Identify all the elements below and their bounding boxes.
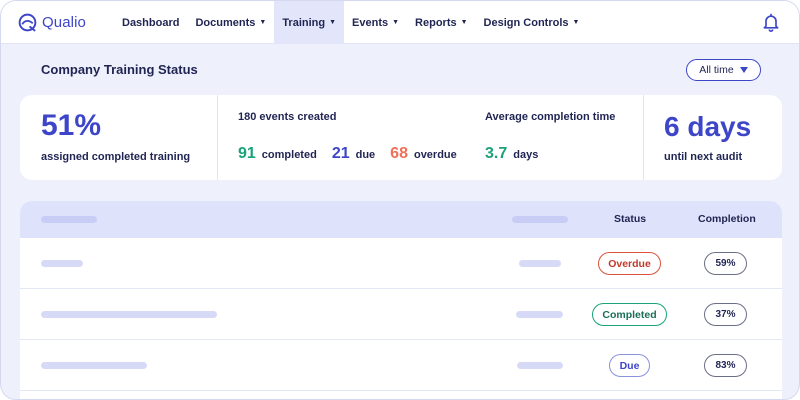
nav-item-reports[interactable]: Reports ▼ xyxy=(407,1,476,44)
nav-item-label: Dashboard xyxy=(122,16,180,29)
nav-item-training[interactable]: Training ▼ xyxy=(274,1,345,44)
status-badge-label: Completed xyxy=(602,308,657,321)
due-label: due xyxy=(355,149,376,161)
average-completion-value-row: 3.7 days xyxy=(485,145,553,163)
caret-down-icon: ▼ xyxy=(460,19,468,26)
average-completion-value: 3.7 xyxy=(485,145,508,162)
stats-divider xyxy=(217,95,218,180)
header-placeholder xyxy=(41,216,97,223)
caret-down-icon: ▼ xyxy=(392,19,400,26)
nav-item-label: Design Controls xyxy=(483,16,569,29)
completion-value: 59% xyxy=(715,258,736,269)
completion-value: 83% xyxy=(715,360,736,371)
completed-count: 91 xyxy=(238,145,256,162)
time-range-dropdown[interactable]: All time xyxy=(686,59,761,81)
cell-placeholder xyxy=(41,311,217,318)
completed-label: completed xyxy=(261,149,317,161)
completion-column-header[interactable]: Completion xyxy=(698,213,756,225)
cell-placeholder xyxy=(516,311,563,318)
cell-placeholder xyxy=(519,260,561,267)
bell-icon[interactable] xyxy=(761,12,781,32)
table-row[interactable]: Due 83% xyxy=(20,340,782,391)
status-badge: Completed xyxy=(592,303,667,326)
cell-placeholder xyxy=(41,260,83,267)
table-header: Status Completion xyxy=(20,201,782,238)
due-count: 21 xyxy=(331,145,350,162)
completed-percentage: 51% xyxy=(41,109,102,142)
nav-item-label: Documents xyxy=(195,16,256,29)
nav-item-label: Training xyxy=(282,16,326,29)
overdue-label: overdue xyxy=(413,149,457,161)
table-row[interactable]: Overdue 59% xyxy=(20,238,782,289)
main-menu: Dashboard Documents ▼ Training ▼ Events … xyxy=(114,1,587,44)
nav-item-label: Reports xyxy=(415,16,457,29)
stats-divider xyxy=(643,95,644,180)
cell-placeholder xyxy=(517,362,563,369)
brand-name: Qualio xyxy=(42,14,86,31)
table-row[interactable]: Completed 37% xyxy=(20,289,782,340)
completion-value: 37% xyxy=(715,309,736,320)
training-table: Status Completion Overdue 59% Completed … xyxy=(20,201,782,399)
training-stats-card: 51% assigned completed training 180 even… xyxy=(20,95,782,180)
days-until-audit-label: until next audit xyxy=(664,151,743,163)
overdue-count: 68 xyxy=(390,145,408,162)
average-completion-unit: days xyxy=(513,149,539,161)
nav-item-dashboard[interactable]: Dashboard xyxy=(114,1,187,44)
average-completion-title: Average completion time xyxy=(485,111,616,123)
caret-down-icon: ▼ xyxy=(572,19,580,26)
status-badge-label: Due xyxy=(619,359,640,372)
events-breakdown: 91 completed 21 due 68 overdue xyxy=(238,145,472,163)
status-badge: Overdue xyxy=(598,252,661,275)
status-badge: Due xyxy=(609,354,650,377)
completion-badge: 59% xyxy=(704,252,747,275)
status-column-header[interactable]: Status xyxy=(614,213,647,225)
top-navigation: Qualio Dashboard Documents ▼ Training ▼ … xyxy=(1,1,799,44)
completion-badge: 83% xyxy=(704,354,747,377)
caret-down-icon: ▼ xyxy=(259,19,267,26)
nav-item-events[interactable]: Events ▼ xyxy=(344,1,407,44)
nav-item-design-controls[interactable]: Design Controls ▼ xyxy=(476,1,588,44)
page-title: Company Training Status xyxy=(41,62,198,77)
completion-badge: 37% xyxy=(704,303,747,326)
nav-item-label: Events xyxy=(352,16,389,29)
cell-placeholder xyxy=(41,362,147,369)
events-created-title: 180 events created xyxy=(238,111,337,123)
caret-down-icon: ▼ xyxy=(329,19,337,26)
brand-logo[interactable]: Qualio xyxy=(17,12,86,33)
nav-item-documents[interactable]: Documents ▼ xyxy=(187,1,274,44)
completed-percentage-label: assigned completed training xyxy=(41,151,191,163)
days-until-audit: 6 days xyxy=(664,111,752,142)
status-badge-label: Overdue xyxy=(608,257,651,270)
qualio-logo-icon xyxy=(18,13,37,32)
time-range-selected: All time xyxy=(699,64,734,76)
header-placeholder xyxy=(512,216,568,223)
dropdown-caret-icon xyxy=(739,67,748,73)
